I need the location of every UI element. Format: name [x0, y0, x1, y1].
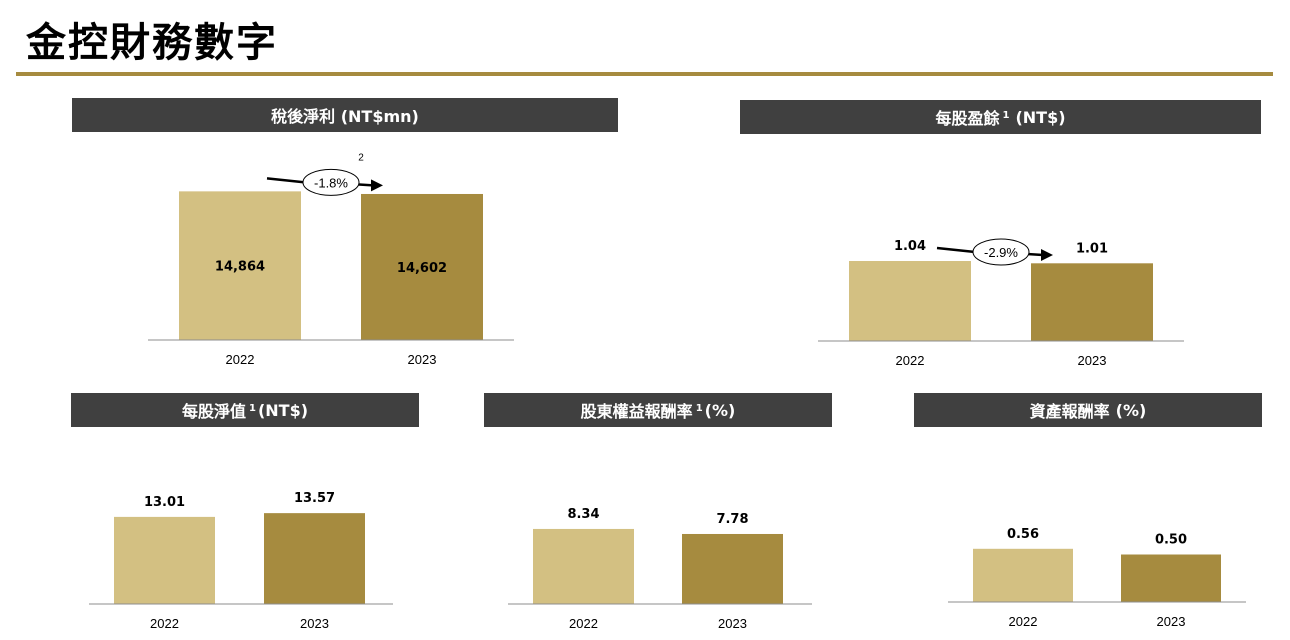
panel-title-unit: (NT$): [1015, 107, 1066, 127]
bvps-panel: 每股淨值 1 (NT$) 13.01 2022 13.57 2023: [71, 393, 419, 638]
panel-title-main: 股東權益報酬率: [580, 402, 693, 421]
roe-panel: 股東權益報酬率 1 (%) 8.34 2022 7.78 2023: [484, 393, 832, 638]
data-label: 1.04: [894, 239, 926, 254]
change-arrow-tail: [266, 177, 306, 184]
panel-title-footnote: 1: [695, 402, 703, 414]
net-income-panel: 稅後淨利 (NT$mn) 14,864 2022 14,602 2023 -1.8% 2: [72, 98, 618, 378]
panel-header: 每股盈餘 1 (NT$): [740, 100, 1261, 134]
change-arrow-head: [371, 179, 383, 192]
panel-title-unit: (%): [704, 400, 736, 420]
panel-title-unit: (%): [1115, 400, 1147, 420]
eps-panel: 每股盈餘 1 (NT$) 1.04 2022 1.01 2023 -2.9%: [740, 100, 1261, 380]
data-label: 0.50: [1155, 533, 1187, 548]
change-bubble: [302, 168, 360, 196]
x-tick-label: 2023: [408, 352, 437, 367]
bar-2022: [179, 191, 301, 340]
x-tick-label: 2023: [300, 616, 329, 631]
bar-2023: [361, 193, 483, 340]
x-tick-label: 2022: [150, 616, 179, 631]
roa-panel: 資產報酬率 (%) 0.56 2022 0.50 2023: [914, 393, 1262, 638]
x-tick-label: 2022: [569, 616, 598, 631]
panel-title-footnote: 1: [1002, 109, 1010, 121]
panel-title-main: 每股盈餘: [935, 109, 1000, 128]
bvps-chart: 13.01 2022 13.57 2023: [89, 491, 393, 631]
bar-2023: [1031, 263, 1153, 341]
bar-2022: [973, 548, 1073, 602]
panel-title-footnote: 1: [248, 402, 256, 414]
eps-chart: 1.04 2022 1.01 2023 -2.9%: [818, 238, 1184, 368]
data-label: 13.01: [144, 495, 185, 510]
bar-2023: [264, 513, 365, 604]
data-label: 8.34: [567, 507, 599, 522]
page-title: 金控財務數字: [26, 20, 278, 66]
net-income-chart: 14,864 2022 14,602 2023 -1.8% 2: [148, 152, 514, 367]
x-tick-label: 2023: [1157, 614, 1186, 629]
x-tick-label: 2022: [1009, 614, 1038, 629]
change-label: -1.8%: [314, 175, 348, 190]
bar-2022: [114, 516, 215, 604]
panel-header: 每股淨值 1 (NT$): [71, 393, 419, 427]
bar-2023: [682, 533, 783, 604]
footnote-mark: 2: [358, 152, 364, 163]
data-label: 13.57: [294, 491, 335, 506]
bar-2023: [1121, 554, 1221, 602]
roe-chart: 8.34 2022 7.78 2023: [508, 507, 812, 631]
panel-title-main: 每股淨值: [181, 402, 246, 421]
data-label: 7.78: [716, 512, 748, 527]
change-arrow-shaft: [1026, 252, 1044, 257]
panel-header: 股東權益報酬率 1 (%): [484, 393, 832, 427]
panel-title: 稅後淨利 (NT$mn): [271, 107, 419, 126]
roa-chart: 0.56 2022 0.50 2023: [948, 527, 1246, 629]
change-bubble: [972, 238, 1030, 266]
data-label: 14,864: [215, 260, 265, 275]
data-label: 0.56: [1007, 527, 1039, 542]
panel-header: 稅後淨利 (NT$mn): [72, 98, 618, 132]
bar-2022: [849, 261, 971, 341]
panel-title-main: 資產報酬率: [1029, 402, 1110, 421]
change-arrow-tail: [936, 246, 976, 254]
x-tick-label: 2023: [718, 616, 747, 631]
x-tick-label: 2022: [896, 353, 925, 368]
x-tick-label: 2022: [226, 352, 255, 367]
data-label: 14,602: [397, 261, 447, 276]
change-arrow-shaft: [356, 183, 374, 187]
bar-2022: [533, 528, 634, 604]
panel-header: 資產報酬率 (%): [914, 393, 1262, 427]
data-label: 1.01: [1076, 241, 1108, 256]
panel-title-unit: (NT$): [257, 400, 309, 420]
x-tick-label: 2023: [1078, 353, 1107, 368]
change-arrow-head: [1041, 249, 1053, 261]
title-divider: [16, 72, 1273, 76]
change-label: -2.9%: [984, 245, 1018, 260]
